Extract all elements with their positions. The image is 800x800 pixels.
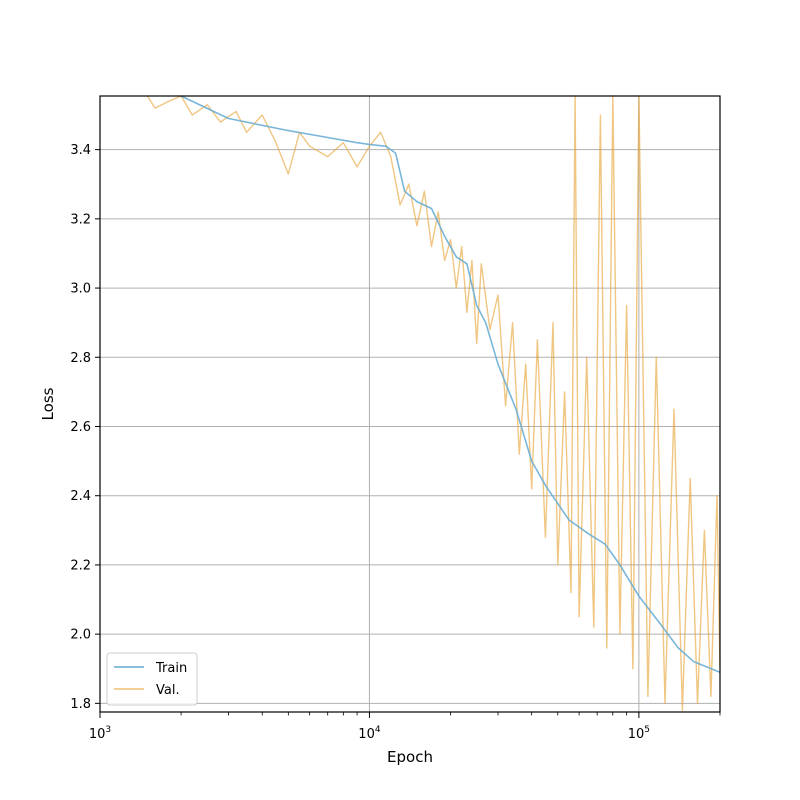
x-tick-label: 104 [358, 725, 381, 742]
y-axis-label: Loss [39, 387, 57, 420]
x-tick-label: 105 [628, 725, 650, 742]
x-axis-label: Epoch [387, 748, 433, 766]
legend-label-val: Val. [156, 683, 180, 698]
y-tick-label: 3.2 [70, 212, 91, 227]
legend-label-train: Train [155, 661, 187, 676]
y-tick-label: 2.6 [70, 420, 91, 435]
axis-ticks: 1.8 2.0 2.2 2.4 2.6 2.8 3.0 3.2 3.4 103 104 105 [70, 143, 721, 742]
y-tick-label: 2.8 [70, 351, 91, 366]
series-group [146, 95, 721, 711]
y-tick-label: 3.0 [70, 282, 91, 297]
y-tick-label: 2.2 [70, 558, 91, 573]
y-tick-label: 2.4 [70, 489, 91, 504]
y-tick-label: 2.0 [70, 628, 91, 643]
y-tick-label: 3.4 [70, 143, 91, 158]
train-line [180, 95, 721, 673]
legend-box [106, 652, 198, 706]
legend: Train Val. [106, 652, 198, 706]
plot-frame [99, 95, 721, 713]
y-tick-label: 1.8 [70, 697, 91, 712]
val-line [146, 95, 721, 711]
x-tick-label: 103 [89, 725, 111, 742]
